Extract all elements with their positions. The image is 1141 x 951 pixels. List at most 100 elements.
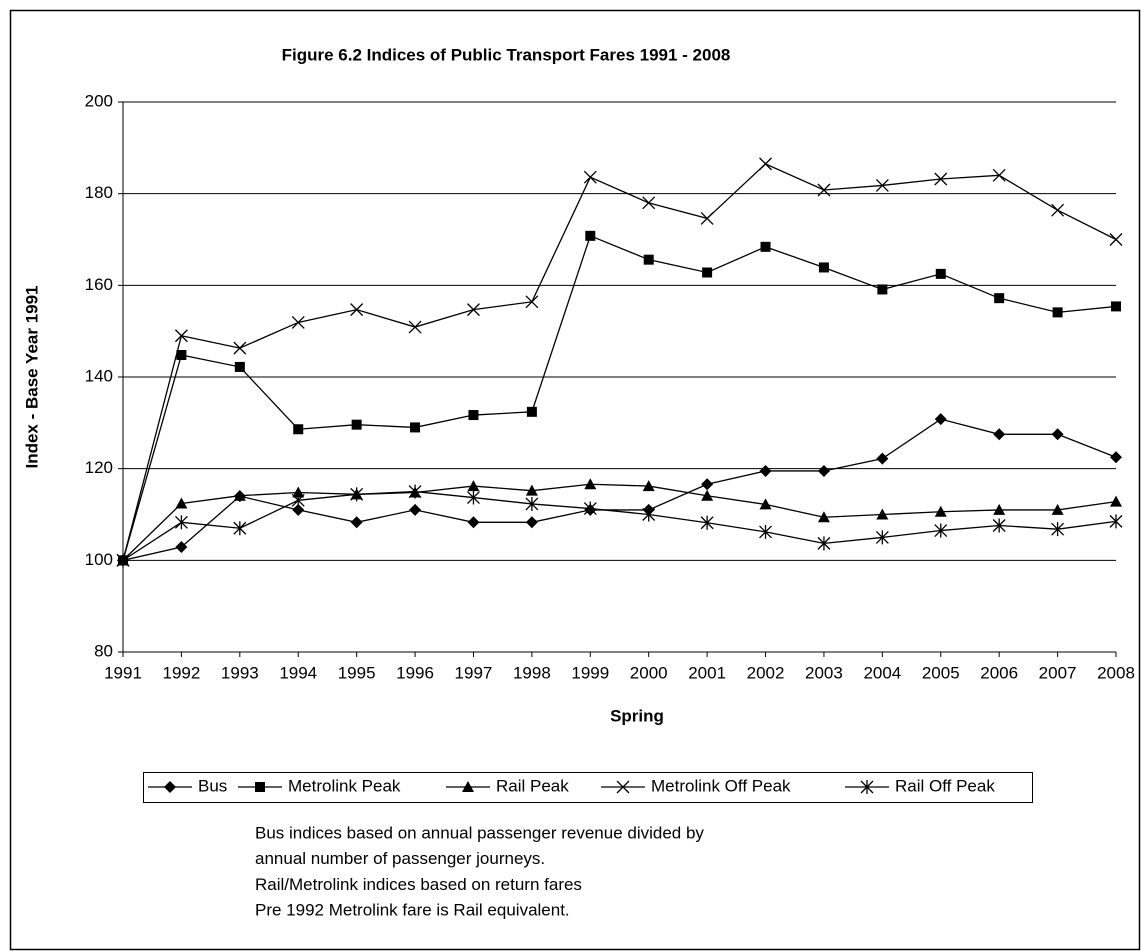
data-point: [818, 262, 829, 273]
x-tick-label: 2001: [688, 663, 726, 682]
legend-label: Metrolink Peak: [288, 776, 401, 795]
y-tick-label: 80: [94, 641, 113, 660]
x-tick-label: 2002: [747, 663, 785, 682]
data-point: [525, 516, 538, 529]
data-point: [993, 503, 1006, 515]
data-point: [1051, 203, 1065, 217]
data-point: [935, 268, 946, 279]
data-point: [817, 536, 831, 551]
series-line: [122, 418, 1117, 561]
data-point: [876, 508, 889, 520]
data-point: [993, 428, 1006, 441]
data-point: [293, 424, 304, 435]
data-point: [467, 490, 480, 505]
data-point: [817, 183, 831, 197]
note: Pre 1992 Metrolink fare is Rail equivale…: [255, 901, 570, 920]
data-point: [467, 516, 480, 529]
data-point: [759, 464, 772, 477]
data-point: [875, 530, 889, 545]
y-axis-label: Index - Base Year 1991: [22, 285, 41, 468]
y-tick-label: 140: [85, 366, 113, 385]
legend-marker: [255, 782, 265, 792]
note: Bus indices based on annual passenger re…: [255, 823, 704, 842]
data-point: [701, 489, 714, 501]
x-axis-label: Spring: [610, 706, 664, 725]
legend-label: Rail Off Peak: [895, 776, 995, 795]
data-point: [877, 284, 888, 295]
series-line: [122, 490, 1117, 561]
data-point: [583, 170, 597, 184]
data-point: [1109, 233, 1123, 246]
data-point: [467, 480, 480, 492]
y-tick-label: 100: [85, 550, 113, 569]
x-tick-label: 1991: [104, 663, 142, 682]
data-point: [409, 503, 422, 516]
data-point: [116, 553, 130, 568]
data-point: [350, 487, 364, 502]
data-point: [934, 413, 947, 426]
x-tick-label: 2005: [922, 663, 960, 682]
data-point: [1110, 451, 1122, 464]
data-point: [583, 501, 597, 516]
data-point: [759, 157, 772, 171]
legend-marker: [164, 781, 176, 793]
data-point: [992, 168, 1006, 182]
x-tick-label: 1995: [338, 663, 376, 682]
data-point: [174, 515, 188, 530]
x-tick-label: 2006: [980, 663, 1018, 682]
data-point: [584, 478, 597, 490]
data-point: [1051, 503, 1064, 515]
data-point: [350, 303, 364, 317]
data-point: [1110, 495, 1122, 507]
chart-border: [9, 9, 1141, 951]
legend-label: Rail Peak: [496, 776, 569, 795]
data-point: [175, 497, 188, 509]
chart-title: Figure 6.2 Indices of Public Transport F…: [282, 45, 731, 64]
data-point: [934, 523, 948, 538]
data-point: [292, 503, 305, 516]
data-point: [408, 484, 422, 499]
legend-label: Bus: [198, 776, 227, 795]
x-tick-label: 2008: [1097, 663, 1135, 682]
data-point: [876, 452, 889, 465]
data-point: [176, 350, 187, 360]
data-point: [292, 486, 305, 498]
x-tick-label: 2000: [630, 663, 668, 682]
data-point: [643, 254, 654, 265]
y-tick-label: 120: [85, 458, 113, 477]
x-tick-label: 2004: [863, 663, 901, 682]
data-point: [642, 507, 656, 522]
legend-marker: [462, 781, 474, 792]
legend-marker: [860, 780, 874, 794]
data-point: [1109, 514, 1123, 529]
legend-label: Metrolink Off Peak: [651, 776, 791, 795]
data-point: [701, 478, 714, 491]
data-point: [934, 172, 948, 186]
data-point: [934, 505, 947, 517]
data-point: [467, 303, 480, 317]
y-tick-label: 180: [85, 183, 113, 202]
x-tick-label: 1996: [396, 663, 434, 682]
series-line: [122, 234, 1117, 561]
data-point: [291, 493, 305, 508]
data-point: [175, 541, 188, 554]
data-point: [468, 410, 479, 421]
data-point: [642, 480, 655, 492]
data-point: [992, 518, 1006, 533]
series-line: [122, 483, 1117, 561]
legend-box: [143, 772, 1033, 803]
data-point: [291, 315, 305, 329]
data-point: [700, 515, 714, 530]
series-line: [122, 163, 1117, 561]
data-point: [642, 196, 656, 210]
data-point: [408, 320, 422, 334]
data-point: [233, 489, 246, 501]
data-point: [1052, 307, 1063, 318]
data-point: [525, 496, 539, 511]
x-tick-label: 1993: [221, 663, 259, 682]
data-point: [234, 361, 245, 372]
x-tick-label: 1994: [279, 663, 317, 682]
x-tick-label: 1999: [571, 663, 609, 682]
